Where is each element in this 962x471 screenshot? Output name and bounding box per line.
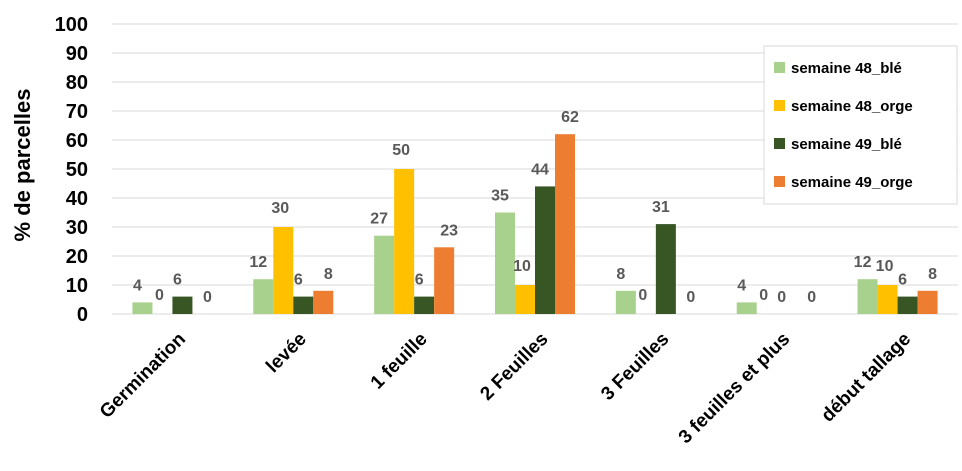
bar	[132, 302, 153, 314]
bar	[172, 296, 193, 314]
y-tick-label: 70	[66, 101, 88, 123]
data-label: 8	[324, 266, 333, 283]
legend-label: semaine 49_blé	[791, 136, 902, 153]
legend-box	[763, 45, 958, 205]
bar	[434, 247, 455, 314]
data-label: 30	[271, 200, 289, 217]
y-tick-label: 0	[77, 304, 88, 326]
data-label: 0	[686, 289, 695, 306]
y-tick-label: 10	[66, 275, 88, 297]
bar	[273, 227, 294, 314]
bar	[857, 279, 878, 314]
bars	[132, 134, 938, 314]
y-axis-label: % de parcelles	[10, 89, 35, 242]
data-label: 6	[173, 272, 182, 289]
data-label: 27	[370, 211, 388, 228]
bar	[253, 279, 274, 314]
y-tick-label: 60	[66, 130, 88, 152]
data-label: 8	[928, 266, 937, 283]
data-label: 10	[513, 258, 531, 275]
data-label: 4	[133, 277, 142, 294]
category-label: 1 feuille	[367, 329, 432, 394]
data-label: 0	[155, 287, 164, 304]
data-label: 10	[876, 258, 894, 275]
data-label: 0	[759, 287, 768, 304]
y-tick-label: 20	[66, 246, 88, 268]
legend-swatch	[774, 100, 785, 111]
data-label: 6	[898, 272, 907, 289]
legend-label: semaine 48_blé	[791, 60, 902, 77]
bar	[917, 290, 938, 314]
data-label: 12	[249, 254, 267, 271]
data-label: 23	[440, 222, 458, 239]
data-label: 35	[491, 188, 509, 205]
data-label: 12	[854, 254, 872, 271]
y-axis-ticks: 0 10 20 30 40 50 60 70 80 90 100	[55, 14, 88, 326]
x-axis-categories: Germination levée 1 feuille 2 Feuilles 3 Feu…	[96, 329, 915, 448]
data-label: 6	[294, 272, 303, 289]
category-label: 3 Feuilles	[597, 329, 673, 405]
bar	[877, 285, 898, 314]
category-label: Germination	[96, 329, 190, 423]
data-label: 62	[561, 109, 579, 126]
bar	[414, 296, 435, 314]
legend-label: semaine 49_orge	[791, 174, 913, 191]
bar	[897, 296, 918, 314]
y-tick-label: 90	[66, 43, 88, 65]
legend-swatch	[774, 138, 785, 149]
legend-label: semaine 48_orge	[791, 98, 913, 115]
data-label: 6	[415, 272, 424, 289]
data-label: 0	[807, 289, 816, 306]
bar	[615, 290, 636, 314]
data-label: 31	[652, 199, 670, 216]
data-label: 0	[203, 289, 212, 306]
y-tick-label: 30	[66, 217, 88, 239]
data-label: 44	[531, 161, 549, 178]
bar	[515, 285, 535, 314]
y-tick-label: 80	[66, 72, 88, 94]
bar	[495, 212, 515, 314]
bar	[736, 302, 757, 314]
data-label: 4	[737, 277, 746, 294]
y-tick-label: 50	[66, 159, 88, 181]
category-label: 3 feuilles et plus	[675, 329, 794, 448]
data-label: 0	[638, 287, 647, 304]
data-label: 50	[392, 142, 410, 159]
category-label: 2 Feuilles	[476, 329, 552, 405]
bar	[293, 296, 314, 314]
data-label: 8	[616, 266, 625, 283]
y-tick-label: 100	[55, 14, 88, 36]
bar	[374, 235, 395, 314]
y-tick-label: 40	[66, 188, 88, 210]
category-label: levée	[262, 329, 310, 377]
data-label: 0	[777, 289, 786, 306]
bar	[555, 134, 575, 314]
legend-swatch	[774, 62, 785, 73]
bar	[535, 186, 555, 314]
category-label: début tallage	[817, 329, 915, 427]
legend-swatch	[774, 176, 785, 187]
bar	[313, 290, 334, 314]
bar	[394, 169, 415, 314]
bar	[655, 224, 676, 314]
